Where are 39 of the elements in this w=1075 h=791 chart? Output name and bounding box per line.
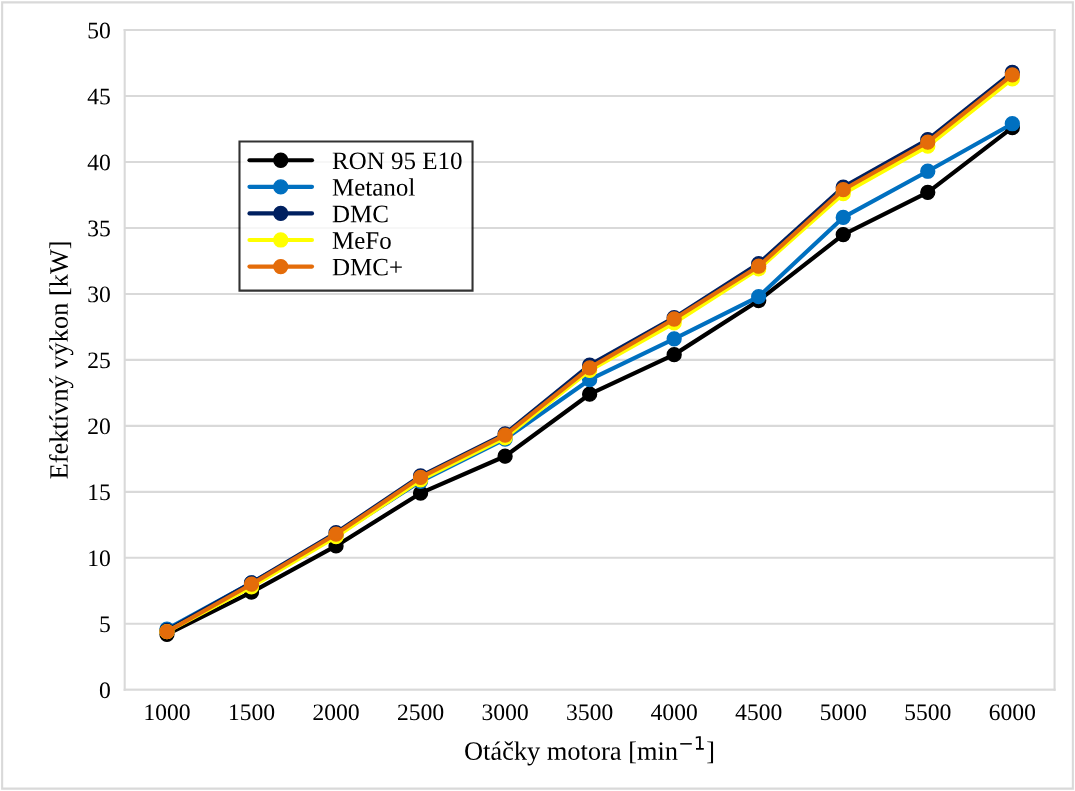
point [835, 209, 851, 226]
legend-label: RON 95 E10 [332, 152, 462, 170]
point [666, 331, 682, 347]
x-tick-label: 3000 [482, 704, 528, 721]
y-tick-label: 15 [89, 484, 110, 501]
y-tick-label: 30 [88, 286, 110, 303]
point [835, 226, 851, 243]
x-tick-label: 3500 [567, 704, 613, 721]
x-tick-label: 4500 [735, 704, 782, 721]
point [920, 163, 936, 179]
point [1004, 116, 1020, 132]
x-tick-label: 2000 [313, 704, 359, 721]
y-tick-label: 20 [88, 418, 110, 435]
x-tick-label: 2500 [397, 704, 444, 721]
x-tick-label: 5000 [821, 704, 866, 721]
y-tick-label: 50 [88, 22, 110, 39]
point [666, 346, 682, 363]
point [581, 386, 598, 402]
point [497, 448, 513, 464]
y-tick-label: 25 [88, 352, 110, 369]
x-tick-label: 6000 [989, 704, 1036, 721]
x-tick-label: 4000 [651, 704, 697, 721]
y-tick-label: 45 [87, 88, 110, 105]
point [920, 184, 936, 200]
x-tick-label: 1500 [229, 704, 275, 721]
legend-label: DMC [332, 205, 388, 223]
y-tick-label: 10 [89, 550, 110, 567]
x-tick-label: 1000 [145, 704, 190, 721]
y-tick-label: 35 [88, 220, 110, 237]
y-tick-label: 5 [100, 616, 110, 633]
y-tick-label: 40 [87, 154, 110, 171]
legend-label: Metanol [332, 178, 415, 196]
legend-label: MeFo [332, 232, 391, 249]
y-tick-label: 0 [99, 682, 110, 699]
y-axis-title: Efektívný výkon [kW] [49, 242, 74, 479]
point [751, 288, 767, 305]
x-tick-label: 5500 [905, 704, 951, 721]
legend-label: DMC+ [332, 258, 402, 276]
x-axis-title: Otáčky motora [min$^{−1}$] [465, 736, 714, 766]
